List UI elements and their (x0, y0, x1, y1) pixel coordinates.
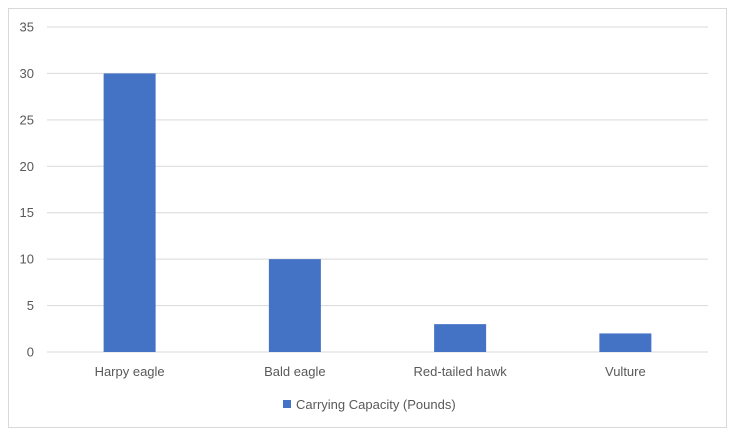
x-tick-label: Bald eagle (264, 364, 325, 379)
bar-red-tailed-hawk (434, 324, 487, 352)
y-tick-label: 5 (27, 298, 34, 313)
bar-vulture (599, 333, 652, 352)
y-tick-label: 0 (27, 345, 34, 360)
x-tick-label: Red-tailed hawk (414, 364, 508, 379)
y-tick-label: 10 (20, 252, 34, 267)
x-tick-label: Vulture (605, 364, 646, 379)
y-tick-label: 20 (20, 159, 34, 174)
bar-harpy-eagle (103, 73, 156, 352)
gridlines (47, 26, 708, 353)
y-axis-tick-labels: 0 5 10 15 20 25 30 35 (20, 20, 34, 360)
x-axis-tick-labels: Harpy eagle Bald eagle Red-tailed hawk Vult… (95, 364, 646, 379)
legend-label: Carrying Capacity (Pounds) (296, 397, 456, 412)
y-tick-label: 15 (20, 205, 34, 220)
bar-bald-eagle (268, 259, 321, 352)
bars (103, 73, 652, 352)
y-tick-label: 30 (20, 66, 34, 81)
legend-swatch (283, 400, 291, 408)
y-tick-label: 25 (20, 112, 34, 127)
x-tick-label: Harpy eagle (95, 364, 165, 379)
y-tick-label: 35 (20, 20, 34, 35)
legend: Carrying Capacity (Pounds) (283, 397, 456, 412)
